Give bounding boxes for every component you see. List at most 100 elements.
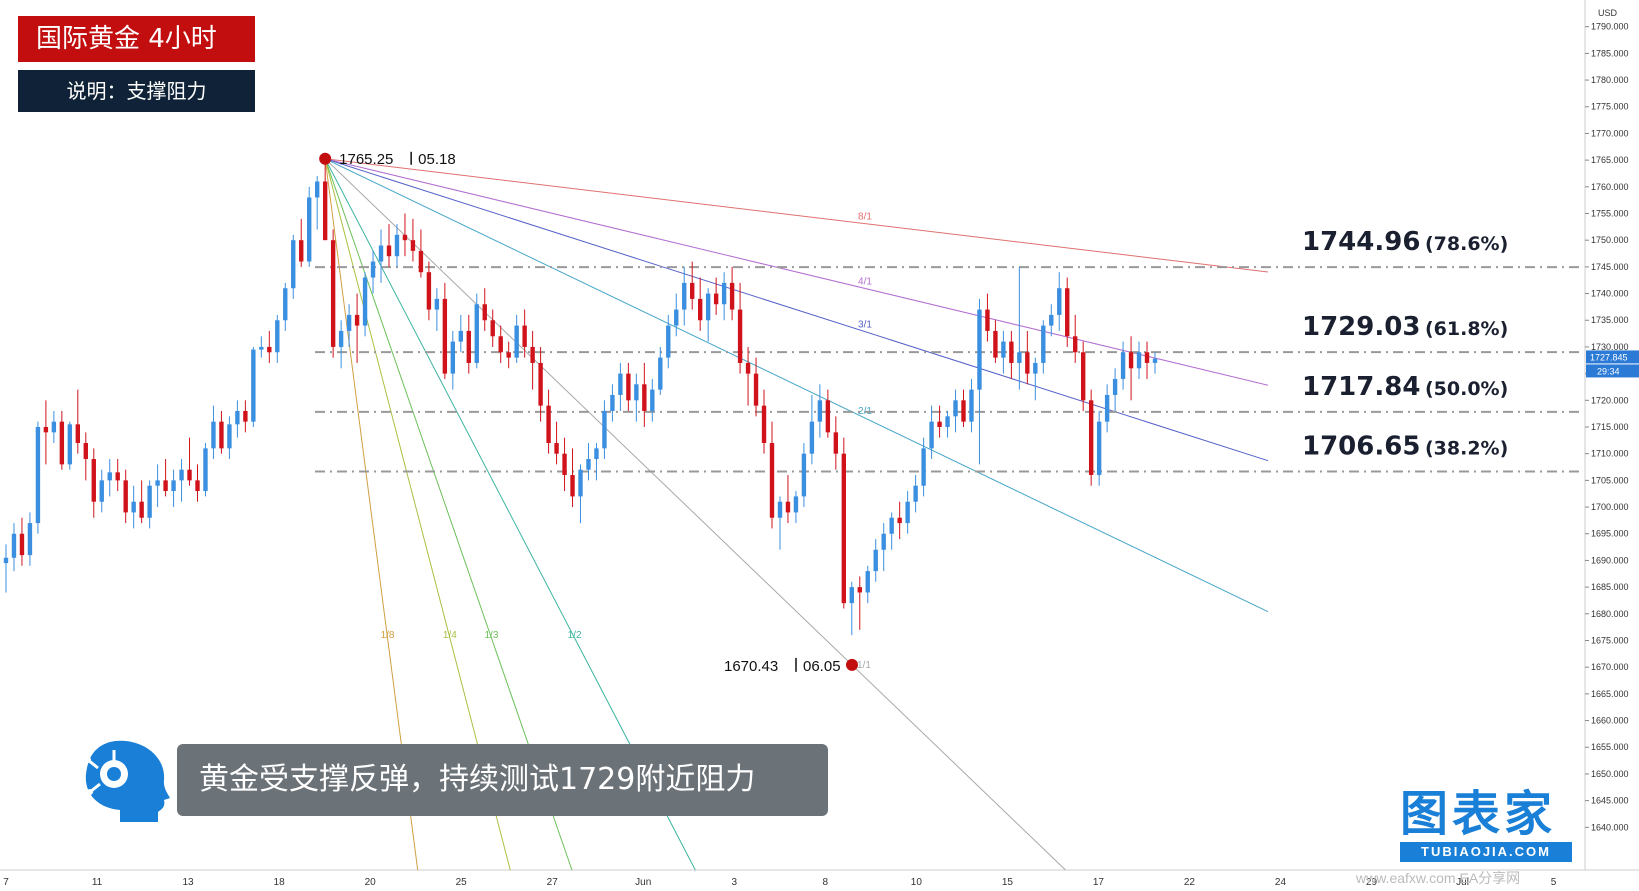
candle-body	[131, 501, 136, 513]
candle-body	[985, 309, 990, 331]
candle-body	[721, 282, 727, 305]
pivot-high-date: 05.18	[418, 151, 456, 168]
candle-body	[817, 400, 823, 422]
candle-body	[482, 304, 487, 321]
time-tick-label: 5	[1551, 877, 1557, 888]
price-tick-label: 1790.000	[1591, 22, 1629, 32]
candle-body	[354, 314, 360, 326]
price-tick-label: 1730.000	[1591, 342, 1629, 352]
time-tick-label: 13	[183, 877, 195, 888]
candle-body	[322, 181, 328, 241]
pivot-low-price: 1670.43	[724, 658, 778, 675]
brand-name: 图表家	[1400, 786, 1557, 842]
candle-body	[450, 341, 456, 374]
candle-body	[753, 373, 759, 406]
price-tick-label: 1780.000	[1591, 75, 1629, 85]
candle-body	[602, 410, 607, 449]
price-tick-label: 1645.000	[1591, 796, 1629, 806]
candle-body	[338, 330, 344, 347]
caption-banner: 黄金受支撑反弹，持续测试1729附近阻力	[177, 744, 828, 816]
candle-body	[1065, 288, 1070, 337]
candle-body	[506, 352, 511, 358]
candle-body	[1057, 288, 1062, 315]
candle-body	[929, 421, 934, 449]
pivot-high-price: 1765.25	[339, 151, 393, 168]
candle-body	[953, 400, 958, 417]
candle-body	[275, 320, 280, 353]
time-tick-label: 29	[1366, 877, 1378, 888]
candle-body	[713, 293, 719, 305]
candle-body	[235, 410, 240, 425]
candle-body	[299, 240, 304, 262]
candle-body	[474, 304, 479, 363]
candle-body	[1001, 341, 1006, 358]
price-tick-label: 1720.000	[1591, 395, 1629, 405]
time-tick-label: Jul	[1456, 877, 1469, 888]
gann-line-3-1	[325, 158, 1269, 462]
candle-body	[35, 426, 41, 524]
gann-label: 1/8	[381, 630, 395, 641]
candle-body	[219, 421, 224, 449]
candle-body	[346, 314, 352, 331]
candle-body	[171, 480, 176, 492]
candle-body	[697, 298, 703, 321]
price-tick-label: 1695.000	[1591, 529, 1629, 539]
price-tick-label: 1735.000	[1591, 315, 1629, 325]
candle-body	[889, 517, 894, 534]
candle-body	[849, 587, 854, 604]
gann-line-2-1	[324, 158, 1269, 613]
countdown-label: 29:34	[1597, 366, 1620, 376]
candle-body	[977, 309, 982, 390]
price-tick-label: 1655.000	[1591, 742, 1629, 752]
candle-body	[1073, 336, 1078, 353]
candle-body	[993, 330, 998, 358]
candle-body	[1009, 341, 1014, 363]
candle-body	[769, 443, 775, 518]
candle-body	[913, 485, 918, 502]
price-tick-label: 1670.000	[1591, 662, 1629, 672]
pivot-low-marker	[846, 658, 858, 671]
candle-body	[562, 453, 567, 476]
pivot-markers: 1765.25 05.18 1670.43 06.05	[319, 151, 858, 675]
candle-body	[969, 389, 974, 422]
candle-body	[163, 480, 168, 492]
candle-body	[921, 448, 926, 486]
brand-logo: 图表家 TUBIAOJIA.COM	[1400, 788, 1572, 862]
candle-body	[873, 549, 878, 572]
candle-body	[897, 517, 902, 524]
candle-body	[881, 533, 886, 550]
price-tick-label: 1750.000	[1591, 235, 1629, 245]
chart-subtitle: 说明：支撑阻力	[18, 70, 255, 112]
price-tick-label: 1710.000	[1591, 449, 1629, 459]
price-tick-label: 1760.000	[1591, 182, 1629, 192]
candle-body	[458, 330, 464, 342]
gann-label: 3/1	[858, 320, 872, 331]
candle-body	[650, 389, 655, 411]
candle-body	[43, 426, 49, 433]
candle-body	[642, 384, 647, 411]
candle-body	[283, 288, 288, 321]
price-tick-label: 1680.000	[1591, 609, 1629, 619]
time-tick-label: 7	[3, 877, 9, 888]
candle-body	[841, 453, 847, 604]
candle-body	[538, 362, 543, 406]
candle-body	[147, 485, 152, 518]
gann-label: 1/2	[568, 630, 582, 641]
candle-body	[314, 181, 320, 198]
candle-body	[705, 293, 711, 321]
candle-body	[610, 394, 615, 411]
time-tick-label: Jun	[635, 877, 651, 888]
candle-body	[522, 325, 527, 347]
price-tick-label: 1755.000	[1591, 208, 1629, 218]
candle-body	[498, 336, 503, 353]
candle-body	[594, 448, 599, 460]
gann-label: 1/3	[484, 630, 498, 641]
candle-body	[107, 472, 112, 481]
price-tick-label: 1770.000	[1591, 128, 1629, 138]
price-axis: 1640.000 1645.000 1650.000 1655.000 1660.000…	[1585, 22, 1639, 832]
fib-level-price: 1729.03	[1302, 312, 1420, 342]
candle-body	[386, 245, 392, 257]
candle-body	[394, 234, 400, 257]
